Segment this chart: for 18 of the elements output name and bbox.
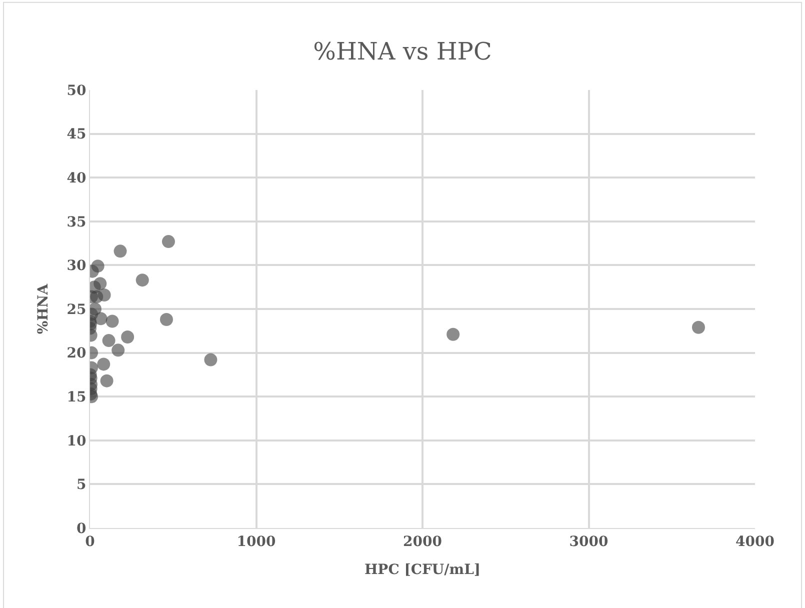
x-tick-label: 3000 — [569, 534, 608, 550]
y-tick-label: 30 — [66, 258, 86, 274]
y-tick-label: 25 — [66, 302, 86, 318]
y-tick-label: 5 — [76, 477, 86, 494]
x-tick-label: 1000 — [236, 534, 276, 550]
x-tick-label: 4000 — [736, 534, 775, 550]
x-axis-title: HPC [CFU/mL] — [364, 562, 481, 578]
y-tick-label: 35 — [66, 214, 86, 230]
chart-title: %HNA vs HPC — [313, 37, 492, 66]
y-tick-label: 0 — [76, 520, 86, 537]
y-tick-label: 15 — [66, 390, 86, 406]
y-tick-label: 45 — [66, 126, 86, 143]
y-tick-label: 50 — [66, 82, 86, 99]
y-tick-label: 20 — [66, 346, 86, 362]
x-tick-label: 2000 — [403, 534, 442, 550]
y-axis-title: %HNA — [35, 282, 52, 334]
y-tick-label: 10 — [66, 433, 86, 450]
y-tick-label: 40 — [66, 170, 86, 186]
